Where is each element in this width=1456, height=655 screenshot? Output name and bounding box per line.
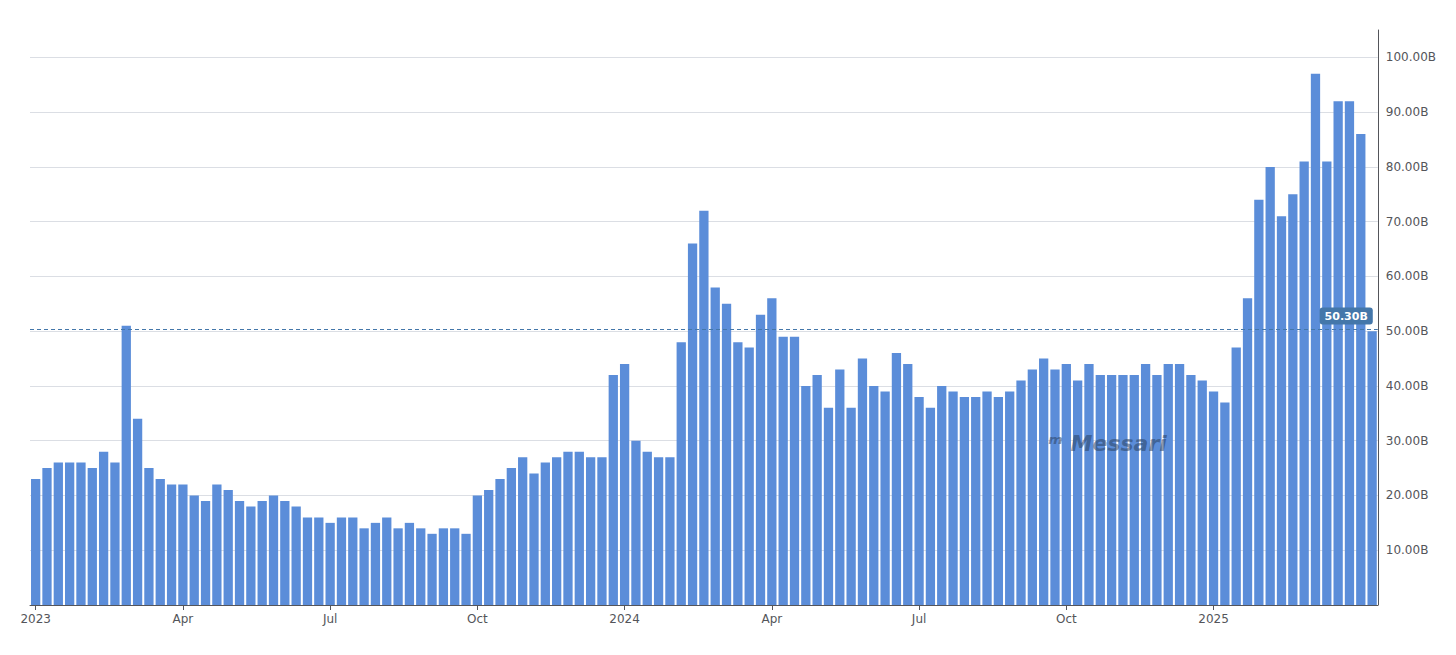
- svg-text:2023: 2023: [20, 612, 51, 626]
- svg-text:2025: 2025: [1198, 612, 1229, 626]
- svg-text:90.00B: 90.00B: [1386, 105, 1429, 119]
- svg-text:60.00B: 60.00B: [1386, 269, 1429, 283]
- svg-text:ᵐ Messari: ᵐ Messari: [1048, 431, 1167, 456]
- svg-text:50.00B: 50.00B: [1386, 324, 1429, 338]
- svg-text:100.00B: 100.00B: [1386, 50, 1436, 64]
- svg-text:Oct: Oct: [467, 612, 488, 626]
- svg-text:Oct: Oct: [1056, 612, 1077, 626]
- svg-text:Jul: Jul: [322, 612, 337, 626]
- svg-text:30.00B: 30.00B: [1386, 434, 1429, 448]
- svg-text:Apr: Apr: [761, 612, 782, 626]
- svg-text:20.00B: 20.00B: [1386, 488, 1429, 502]
- svg-text:10.00B: 10.00B: [1386, 543, 1429, 557]
- svg-text:Apr: Apr: [173, 612, 194, 626]
- svg-text:2024: 2024: [609, 612, 640, 626]
- svg-text:80.00B: 80.00B: [1386, 160, 1429, 174]
- svg-text:70.00B: 70.00B: [1386, 215, 1429, 229]
- svg-text:40.00B: 40.00B: [1386, 379, 1429, 393]
- svg-text:Jul: Jul: [911, 612, 926, 626]
- svg-text:50.30B: 50.30B: [1325, 310, 1368, 323]
